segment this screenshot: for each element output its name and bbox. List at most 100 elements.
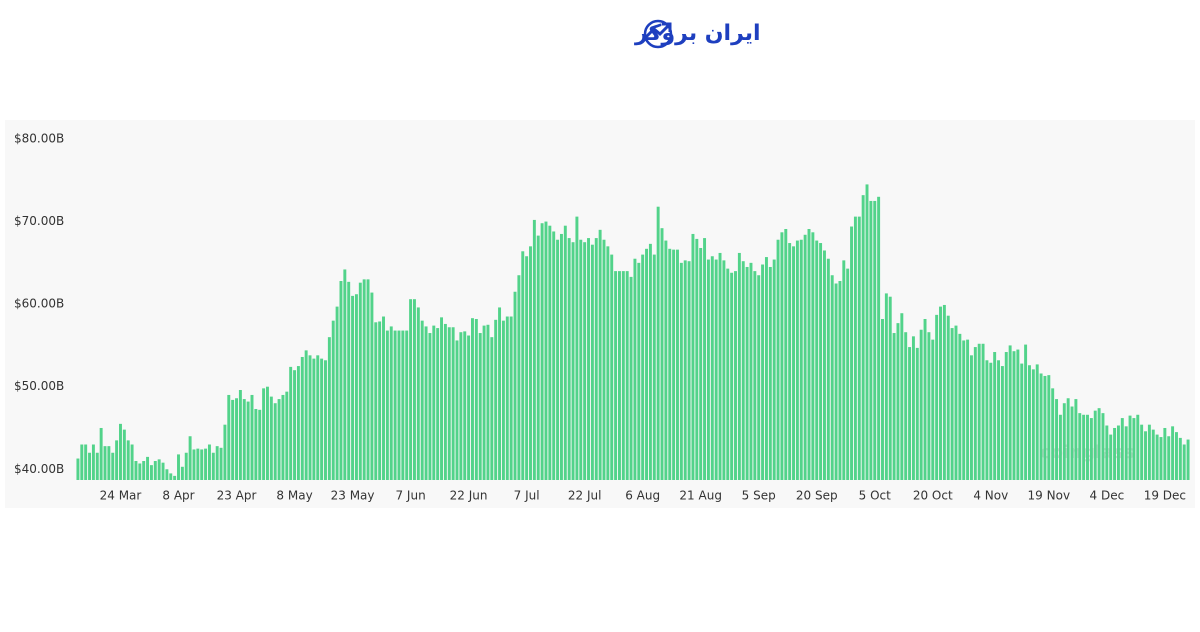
bar bbox=[347, 281, 351, 480]
bar bbox=[420, 320, 424, 480]
bar bbox=[428, 333, 432, 480]
bar bbox=[525, 256, 529, 480]
bar bbox=[443, 323, 447, 480]
bar bbox=[873, 200, 877, 481]
bar bbox=[706, 259, 710, 480]
bar bbox=[238, 390, 242, 480]
bar bbox=[231, 399, 235, 480]
bar bbox=[459, 332, 463, 480]
bar bbox=[478, 333, 482, 480]
bar bbox=[351, 295, 355, 480]
bar bbox=[679, 262, 683, 480]
bar bbox=[331, 320, 335, 480]
bar bbox=[1055, 399, 1059, 480]
bar bbox=[552, 231, 556, 480]
bar bbox=[358, 282, 362, 480]
bar bbox=[1008, 345, 1012, 480]
bar bbox=[382, 316, 385, 480]
bar bbox=[1070, 406, 1074, 480]
bar bbox=[625, 271, 629, 480]
x-tick-label: 24 Mar bbox=[100, 489, 142, 503]
bar bbox=[1086, 414, 1089, 480]
bar bbox=[803, 234, 807, 480]
bar bbox=[242, 399, 246, 480]
x-tick-label: 4 Nov bbox=[973, 489, 1008, 503]
bar bbox=[1147, 424, 1151, 480]
bar bbox=[908, 347, 912, 480]
bar bbox=[575, 216, 579, 480]
bar bbox=[119, 423, 122, 480]
bar bbox=[204, 448, 208, 480]
bar bbox=[544, 221, 548, 480]
bar bbox=[764, 257, 768, 480]
x-tick-label: 8 Apr bbox=[162, 489, 194, 503]
bar bbox=[830, 275, 834, 480]
bar bbox=[877, 196, 881, 480]
bar bbox=[490, 337, 494, 480]
bar bbox=[745, 266, 749, 480]
bar bbox=[888, 296, 892, 480]
bar bbox=[846, 268, 850, 480]
bar bbox=[676, 249, 679, 480]
bar bbox=[409, 299, 413, 480]
x-tick-label: 21 Aug bbox=[679, 489, 722, 503]
bar bbox=[734, 271, 737, 480]
bar bbox=[583, 242, 587, 480]
bar bbox=[718, 252, 722, 480]
bar bbox=[969, 355, 973, 480]
bar bbox=[865, 184, 869, 480]
bar bbox=[161, 462, 165, 480]
bar bbox=[513, 291, 517, 480]
bar bbox=[451, 327, 455, 480]
bar bbox=[509, 316, 513, 480]
bar bbox=[517, 275, 521, 480]
bar bbox=[741, 261, 745, 480]
bar bbox=[683, 260, 687, 480]
bar bbox=[1128, 415, 1132, 480]
bar bbox=[1159, 437, 1163, 480]
bar bbox=[973, 347, 977, 480]
bar bbox=[246, 401, 250, 480]
bar bbox=[88, 452, 92, 480]
bar bbox=[621, 271, 625, 480]
bar bbox=[1109, 434, 1113, 480]
bar bbox=[559, 233, 563, 480]
bar bbox=[486, 324, 490, 480]
x-tick-label: 5 Sep bbox=[742, 489, 776, 503]
bar bbox=[1186, 439, 1190, 480]
bar bbox=[714, 259, 718, 480]
bar bbox=[761, 264, 765, 480]
bar bbox=[1062, 403, 1066, 480]
bar bbox=[250, 394, 254, 480]
bar bbox=[931, 339, 935, 480]
bar bbox=[819, 243, 823, 480]
bar bbox=[95, 452, 99, 480]
bar bbox=[1120, 418, 1124, 480]
bar bbox=[966, 339, 970, 480]
bar bbox=[1074, 399, 1078, 480]
bar bbox=[366, 279, 370, 480]
bar bbox=[861, 195, 865, 481]
bar bbox=[107, 446, 111, 480]
bar bbox=[772, 259, 776, 480]
bar bbox=[501, 320, 505, 480]
bar bbox=[474, 318, 478, 480]
bar bbox=[997, 360, 1001, 480]
bar bbox=[1020, 363, 1024, 480]
bar bbox=[567, 238, 571, 480]
bar bbox=[103, 446, 107, 480]
bar bbox=[494, 319, 498, 480]
bar bbox=[853, 216, 857, 480]
bar bbox=[1105, 425, 1109, 480]
bar bbox=[915, 347, 919, 480]
x-tick-label: 19 Nov bbox=[1028, 489, 1071, 503]
bar bbox=[834, 283, 838, 480]
bar bbox=[1082, 414, 1086, 480]
bar bbox=[335, 306, 339, 480]
bar bbox=[730, 272, 734, 480]
bar bbox=[262, 388, 266, 480]
y-tick-label: $80.00B bbox=[14, 132, 64, 146]
bar bbox=[695, 238, 699, 480]
bar bbox=[911, 336, 915, 480]
